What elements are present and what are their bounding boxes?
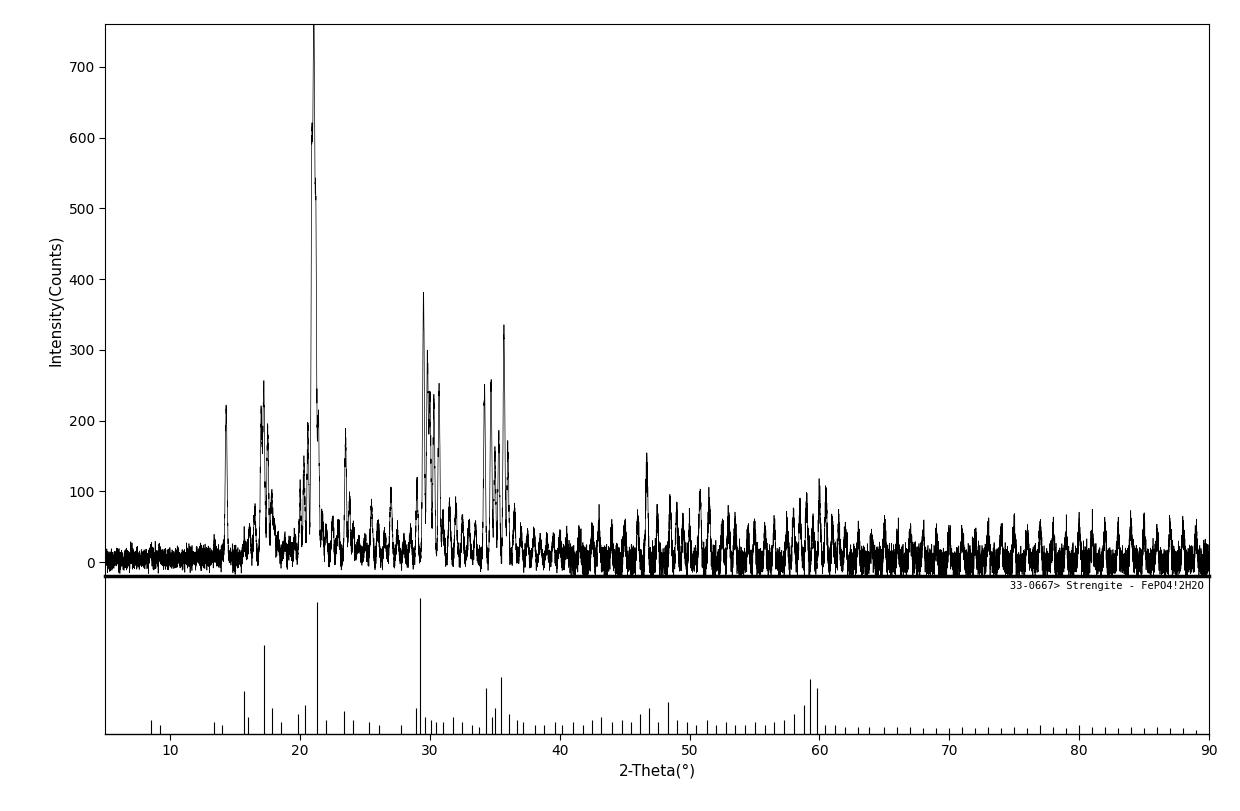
X-axis label: 2-Theta(°): 2-Theta(°) [619,764,696,779]
Text: 33-0667> Strengite - FePO4!2H2O: 33-0667> Strengite - FePO4!2H2O [1009,581,1204,591]
Y-axis label: Intensity(Counts): Intensity(Counts) [48,234,63,366]
